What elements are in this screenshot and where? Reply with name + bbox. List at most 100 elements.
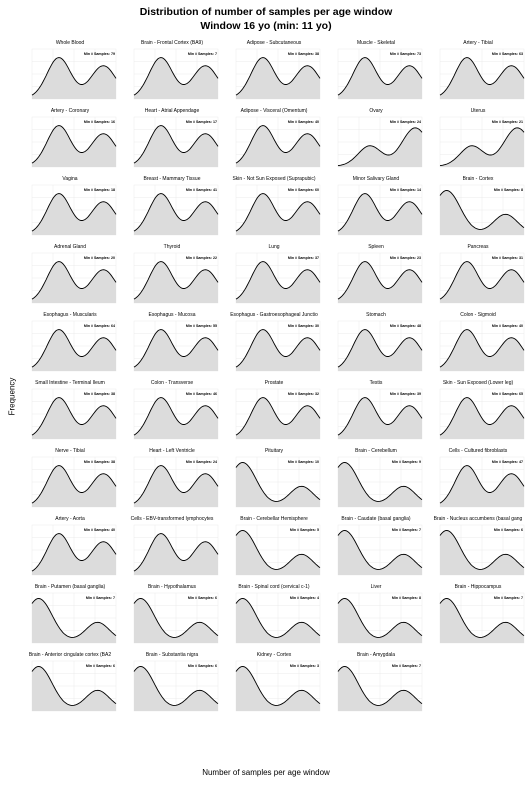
density-line: [133, 533, 219, 572]
min-samples-label: Min # Samples: 6: [188, 596, 217, 600]
facet-title: Adipose - Subcutaneous: [246, 40, 302, 46]
min-samples-label: Min # Samples: 3: [290, 664, 319, 668]
facet-title: Whole Blood: [55, 40, 85, 46]
density-line: [439, 190, 525, 230]
density-line: [235, 261, 321, 300]
facet-plot: Min # Samples: 40: [439, 320, 525, 372]
min-samples-label: Min # Samples: 48: [390, 324, 421, 328]
facet-title: Pituitary: [264, 448, 284, 454]
min-samples-label: Min # Samples: 18: [84, 188, 115, 192]
density-line: [31, 193, 117, 232]
density-area: [440, 127, 524, 167]
facet-panel: Brain - Caudate (basal ganglia) Min # Sam…: [328, 516, 424, 590]
density-line: [133, 397, 219, 436]
facet-title: Heart - Left Ventricle: [149, 448, 195, 454]
density-area: [236, 666, 320, 711]
facet-title: Brain - Amygdala: [356, 652, 396, 658]
density-line: [235, 193, 321, 232]
facet-panel: Adipose - Visceral (Omentum) Min # Sample…: [226, 108, 322, 182]
facet-panel: Spleen Min # Samples: 23: [328, 244, 424, 318]
facet-plot: Min # Samples: 7: [337, 524, 423, 576]
min-samples-label: Min # Samples: 8: [494, 188, 523, 192]
facet-plot: Min # Samples: 6: [133, 660, 219, 712]
density-line: [31, 329, 117, 368]
density-line: [337, 127, 423, 167]
density-line: [31, 598, 117, 638]
min-samples-label: Min # Samples: 16: [84, 120, 115, 124]
facet-title: Nerve - Tibial: [55, 448, 85, 454]
density-line: [337, 462, 423, 502]
facet-panel: Skin - Sun Exposed (Lower leg) Min # Samp…: [430, 380, 526, 454]
facet-plot: Min # Samples: 32: [235, 388, 321, 440]
facet-panel: Heart - Atrial Appendage Min # Samples: 1…: [124, 108, 220, 182]
facet-panel: Colon - Sigmoid Min # Samples: 40: [430, 312, 526, 386]
facet-plot: Min # Samples: 8: [337, 592, 423, 644]
facet-title: Colon - Transverse: [150, 380, 194, 386]
density-line: [439, 465, 525, 504]
facet-title: Small Intestine - Terminal Ileum: [35, 380, 105, 386]
min-samples-label: Min # Samples: 31: [492, 256, 523, 260]
density-line: [31, 57, 117, 96]
facet-title: Heart - Atrial Appendage: [144, 108, 200, 114]
facet-panel: Brain - Spinal cord (cervical c-1) Min # …: [226, 584, 322, 658]
facet-panel: Minor Salivary Gland Min # Samples: 14: [328, 176, 424, 250]
density-area: [236, 598, 320, 643]
facet-panel: Brain - Nucleus accumbens (basal gang Min…: [430, 516, 526, 590]
facet-plot: Min # Samples: 24: [337, 116, 423, 168]
min-samples-label: Min # Samples: 55: [186, 324, 217, 328]
facet-panel: Adrenal Gland Min # Samples: 20: [22, 244, 118, 318]
min-samples-label: Min # Samples: 38: [288, 52, 319, 56]
density-area: [32, 598, 116, 643]
facet-panel: Artery - Tibial Min # Samples: 63: [430, 40, 526, 114]
density-line: [133, 598, 219, 638]
facet-title: Cells - Cultured fibroblasts: [448, 448, 508, 454]
facet-plot: Min # Samples: 22: [133, 252, 219, 304]
facet-plot: Min # Samples: 79: [31, 48, 117, 100]
facet-title: Artery - Tibial: [463, 40, 493, 46]
facet-title: Thyroid: [163, 244, 181, 250]
min-samples-label: Min # Samples: 21: [492, 120, 523, 124]
facet-plot: Min # Samples: 30: [235, 320, 321, 372]
facet-title: Brain - Frontal Cortex (BA9): [141, 40, 203, 46]
density-line: [133, 666, 219, 706]
density-line: [337, 329, 423, 368]
facet-panel: Brain - Frontal Cortex (BA9) Min # Sample…: [124, 40, 220, 114]
facet-title: Brain - Nucleus accumbens (basal gang: [433, 516, 523, 522]
min-samples-label: Min # Samples: 40: [84, 528, 115, 532]
facet-title: Artery - Aorta: [55, 516, 85, 522]
facet-title: Brain - Cerebellum: [355, 448, 397, 454]
facet-plot: Min # Samples: 41: [133, 184, 219, 236]
facet-plot: Min # Samples: 8: [439, 184, 525, 236]
facet-panel: Artery - Coronary Min # Samples: 16: [22, 108, 118, 182]
density-line: [235, 397, 321, 436]
density-line: [31, 465, 117, 504]
min-samples-label: Min # Samples: 73: [390, 52, 421, 56]
facet-title: Colon - Sigmoid: [460, 312, 496, 318]
min-samples-label: Min # Samples: 9: [392, 460, 421, 464]
chart-subtitle: Window 16 yo (min: 11 yo): [200, 20, 332, 32]
facet-panel: Vagina Min # Samples: 18: [22, 176, 118, 250]
density-line: [235, 329, 321, 368]
facet-panel: Heart - Left Ventricle Min # Samples: 24: [124, 448, 220, 522]
min-samples-label: Min # Samples: 79: [84, 52, 115, 56]
facet-panel: Esophagus - Gastroesophageal Junctio Min …: [226, 312, 322, 386]
facet-plot: Min # Samples: 14: [337, 184, 423, 236]
facet-panel: Pituitary Min # Samples: 10: [226, 448, 322, 522]
facet-title: Ovary: [369, 108, 383, 114]
facet-plot: Min # Samples: 38: [235, 48, 321, 100]
min-samples-label: Min # Samples: 32: [288, 392, 319, 396]
density-area: [32, 666, 116, 711]
facet-panel: Kidney - Cortex Min # Samples: 3: [226, 652, 322, 726]
min-samples-label: Min # Samples: 6: [188, 664, 217, 668]
facet-plot: Min # Samples: 48: [337, 320, 423, 372]
facet-plot: Min # Samples: 7: [337, 660, 423, 712]
min-samples-label: Min # Samples: 20: [84, 256, 115, 260]
density-line: [235, 530, 321, 570]
facet-title: Muscle - Skeletal: [356, 40, 396, 46]
facet-panel: Brain - Amygdala Min # Samples: 7: [328, 652, 424, 726]
density-line: [337, 397, 423, 436]
min-samples-label: Min # Samples: 41: [186, 188, 217, 192]
density-line: [235, 125, 321, 164]
density-line: [133, 465, 219, 504]
